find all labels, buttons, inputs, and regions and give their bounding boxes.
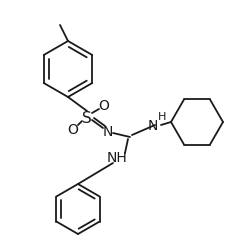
Text: O: O [68,122,78,137]
Text: S: S [82,110,92,125]
Text: O: O [99,99,109,113]
Text: NH: NH [107,150,127,164]
Text: N: N [103,124,113,138]
Text: N: N [148,118,158,133]
Text: H: H [158,112,166,121]
